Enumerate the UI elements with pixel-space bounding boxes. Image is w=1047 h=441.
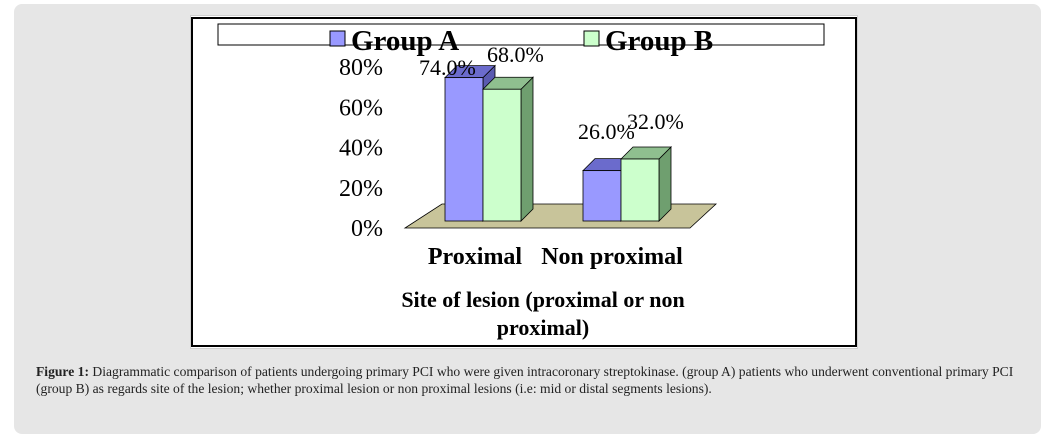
legend-swatch-group-b [583, 30, 600, 47]
bar-group-b-non-proximal [620, 158, 660, 222]
y-tick-label: 40% [339, 136, 383, 162]
legend-swatch-group-a [329, 30, 346, 47]
legend-label-group-a: Group A [351, 25, 459, 57]
y-tick-label: 20% [339, 176, 383, 202]
legend-label-group-b: Group B [605, 25, 713, 57]
data-label: 68.0% [487, 42, 544, 67]
legend-box [217, 23, 825, 46]
x-axis-title-line-2: proximal) [497, 315, 589, 340]
y-tick-label: 60% [339, 95, 383, 121]
bar-group-a-non-proximal [582, 170, 622, 222]
data-label: 32.0% [627, 109, 684, 134]
y-tick-label: 80% [339, 55, 383, 81]
bar-side [520, 76, 534, 222]
caption-text: Diagrammatic comparison of patients unde… [36, 364, 1014, 396]
bar-group-b-proximal [482, 88, 522, 222]
data-label: 26.0% [578, 119, 635, 144]
y-tick-label: 0% [351, 216, 383, 242]
category-label-proximal: Proximal [428, 244, 523, 270]
figure-caption: Figure 1: Diagrammatic comparison of pat… [36, 363, 1021, 397]
caption-label: Figure 1: [36, 364, 89, 379]
x-axis-title-line-1: Site of lesion (proximal or non [401, 287, 684, 312]
category-label-non-proximal: Non proximal [541, 244, 683, 270]
data-label: 74.0% [419, 55, 476, 80]
bar-group-a-proximal [444, 77, 484, 222]
bar-side [658, 146, 672, 222]
